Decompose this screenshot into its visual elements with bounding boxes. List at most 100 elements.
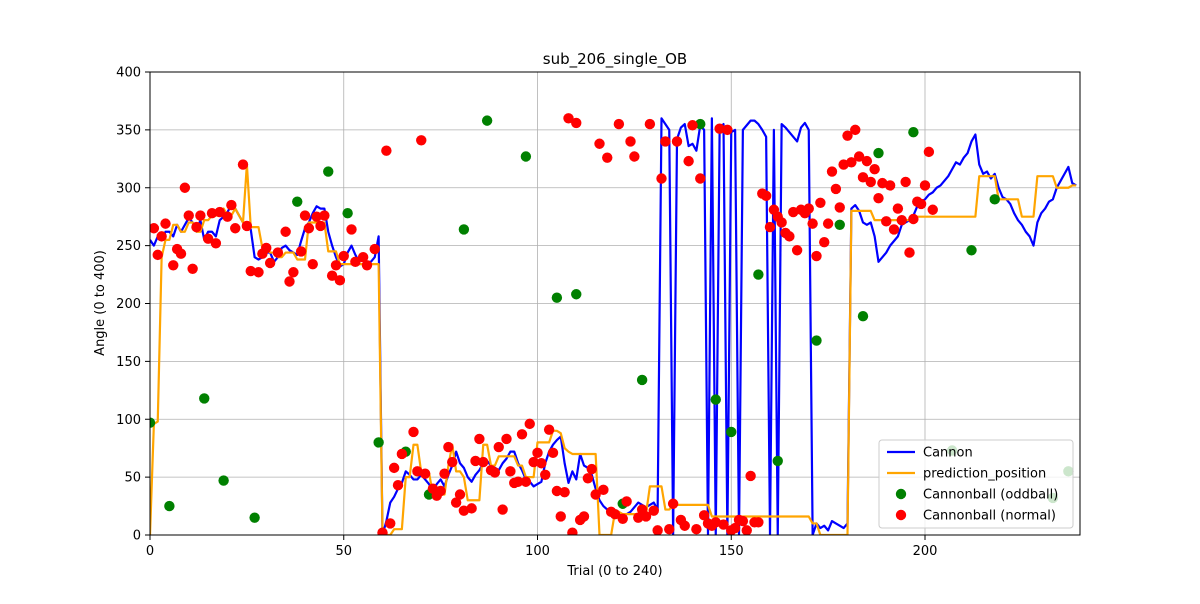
scatter-point-cannonball-normal- — [470, 455, 481, 467]
scatter-point-cannonball-normal- — [896, 214, 907, 226]
scatter-point-cannonball-normal- — [633, 512, 644, 523]
scatter-point-cannonball-oddball- — [551, 292, 563, 303]
scatter-point-cannonball-oddball- — [342, 208, 353, 219]
scatter-point-cannonball-normal- — [857, 172, 869, 183]
scatter-point-cannonball-normal- — [745, 470, 756, 482]
scatter-point-cannonball-normal- — [315, 220, 326, 232]
scatter-point-cannonball-normal- — [691, 524, 702, 535]
scatter-point-cannonball-normal- — [722, 124, 733, 136]
scatter-point-cannonball-normal- — [904, 247, 915, 258]
scatter-point-cannonball-oddball- — [710, 394, 721, 405]
scatter-point-cannonball-normal- — [288, 267, 299, 278]
scatter-point-cannonball-normal- — [272, 247, 284, 258]
scatter-point-cannonball-normal- — [667, 498, 679, 509]
scatter-point-cannonball-normal- — [474, 433, 485, 445]
scatter-point-cannonball-normal- — [861, 155, 873, 167]
scatter-point-cannonball-oddball- — [571, 289, 582, 300]
legend-swatch-cannonball-normal- — [895, 509, 907, 521]
scatter-point-cannonball-normal- — [416, 135, 427, 146]
scatter-point-cannonball-normal- — [307, 258, 318, 270]
scatter-point-cannonball-normal- — [644, 118, 656, 130]
scatter-point-cannonball-normal- — [830, 183, 842, 195]
x-tick-label: 50 — [335, 544, 352, 559]
scatter-point-cannonball-normal- — [419, 468, 431, 479]
scatter-point-cannonball-oddball- — [726, 426, 737, 438]
scatter-point-cannonball-normal- — [210, 238, 222, 249]
scatter-point-cannonball-normal- — [369, 243, 380, 255]
scatter-point-cannonball-normal- — [501, 433, 512, 445]
scatter-point-cannonball-normal- — [594, 138, 605, 149]
scatter-point-cannonball-normal- — [567, 527, 578, 535]
scatter-point-cannonball-normal- — [551, 485, 563, 497]
scatter-point-cannonball-normal- — [214, 206, 225, 218]
scatter-point-cannonball-normal- — [664, 524, 675, 535]
scatter-point-cannonball-normal- — [497, 504, 508, 515]
scatter-point-cannonball-normal- — [245, 265, 256, 277]
scatter-point-cannonball-normal- — [319, 210, 330, 221]
scatter-point-cannonball-normal- — [237, 159, 249, 170]
scatter-point-cannonball-normal- — [439, 468, 450, 479]
scatter-point-cannonball-normal- — [764, 221, 776, 233]
scatter-point-cannonball-normal- — [443, 441, 454, 453]
scatter-point-cannonball-normal- — [346, 224, 357, 235]
scatter-point-cannonball-normal- — [361, 260, 373, 271]
scatter-point-cannonball-normal- — [280, 226, 291, 237]
scatter-point-cannonball-normal- — [923, 146, 935, 158]
scatter-point-cannonball-oddball- — [753, 269, 764, 280]
scatter-point-cannonball-normal- — [648, 505, 659, 516]
scatter-point-cannonball-normal- — [547, 447, 559, 459]
legend-label-cannonball-normal-: Cannonball (normal) — [923, 509, 1056, 524]
scatter-point-cannonball-normal- — [493, 441, 504, 453]
scatter-point-cannonball-normal- — [253, 267, 264, 278]
scatter-point-cannonball-normal- — [652, 525, 663, 535]
scatter-point-cannonball-normal- — [900, 176, 911, 188]
scatter-point-cannonball-normal- — [191, 221, 202, 233]
scatter-point-cannonball-normal- — [776, 217, 787, 228]
y-tick-label: 200 — [116, 297, 141, 312]
scatter-point-cannonball-normal- — [555, 511, 566, 522]
scatter-point-cannonball-oddball- — [772, 455, 783, 467]
scatter-point-cannonball-normal- — [869, 164, 880, 175]
scatter-point-cannonball-normal- — [195, 210, 206, 221]
scatter-point-cannonball-normal- — [609, 508, 621, 520]
scatter-point-cannonball-normal- — [540, 469, 551, 481]
scatter-point-cannonball-normal- — [660, 136, 671, 147]
y-tick-label: 250 — [116, 239, 141, 254]
scatter-point-cannonball-normal- — [156, 231, 167, 242]
scatter-point-cannonball-normal- — [466, 503, 477, 514]
scatter-point-cannonball-normal- — [846, 157, 857, 168]
scatter-point-cannonball-oddball- — [966, 245, 977, 256]
scatter-point-cannonball-normal- — [853, 151, 865, 162]
scatter-point-cannonball-oddball- — [834, 219, 845, 230]
scatter-point-cannonball-normal- — [834, 202, 845, 213]
scatter-point-cannonball-normal- — [563, 113, 574, 124]
y-tick-label: 400 — [116, 66, 141, 81]
scatter-point-cannonball-normal- — [338, 250, 349, 262]
scatter-point-cannonball-normal- — [179, 182, 191, 193]
scatter-point-cannonball-oddball- — [199, 393, 210, 404]
legend-label-prediction-position: prediction_position — [923, 467, 1046, 482]
scatter-point-cannonball-normal- — [656, 173, 667, 184]
scatter-point-cannonball-normal- — [760, 190, 772, 202]
scatter-point-cannonball-oddball- — [458, 224, 470, 235]
scatter-point-cannonball-normal- — [582, 473, 594, 484]
scatter-point-cannonball-normal- — [450, 497, 462, 508]
scatter-point-cannonball-oddball- — [249, 512, 260, 523]
scatter-point-cannonball-oddball- — [908, 126, 919, 138]
scatter-point-cannonball-oddball- — [636, 374, 648, 386]
scatter-point-cannonball-normal- — [753, 517, 764, 528]
legend-label-cannonball-oddball-: Cannonball (oddball) — [923, 488, 1058, 503]
scatter-point-cannonball-normal- — [784, 231, 795, 242]
x-tick-label: 150 — [719, 544, 744, 559]
scatter-point-cannonball-oddball- — [873, 147, 884, 159]
scatter-point-cannonball-oddball- — [164, 500, 175, 512]
scatter-point-cannonball-normal- — [915, 198, 927, 210]
scatter-point-cannonball-normal- — [175, 248, 187, 259]
scatter-point-cannonball-normal- — [381, 145, 392, 156]
x-tick-label: 0 — [146, 544, 154, 559]
scatter-point-cannonball-normal- — [536, 458, 547, 469]
scatter-point-cannonball-oddball- — [150, 417, 156, 428]
scatter-point-cannonball-oddball- — [989, 194, 1000, 205]
